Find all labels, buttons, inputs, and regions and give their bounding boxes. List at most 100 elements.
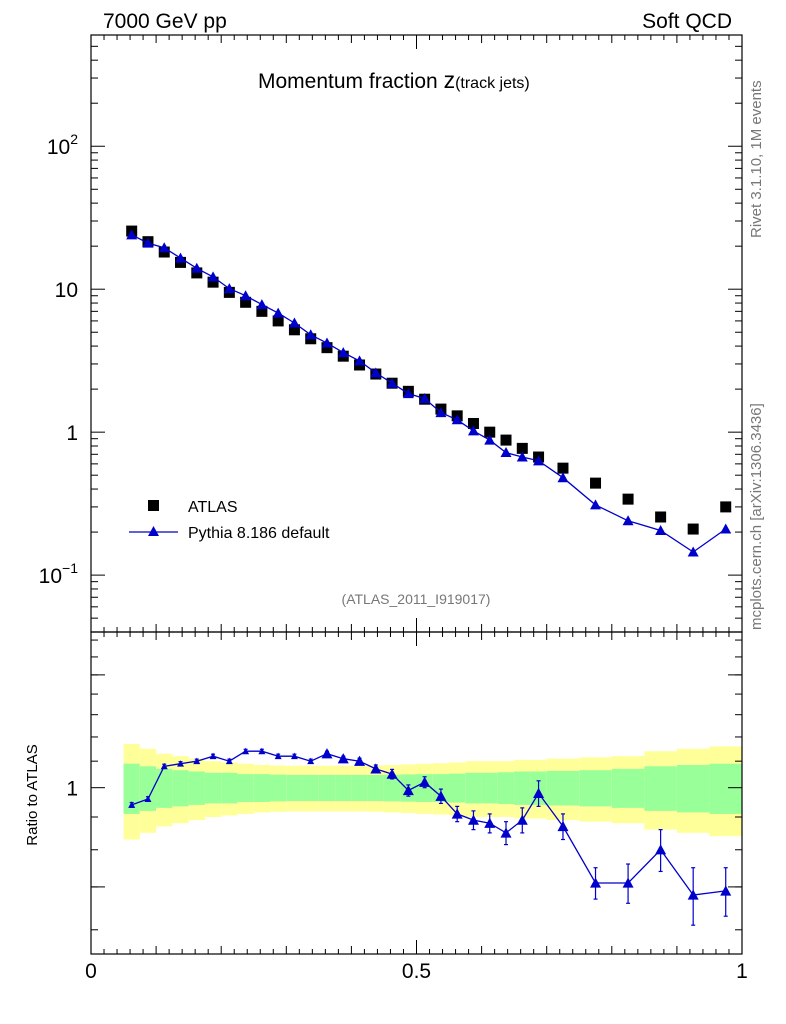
atlas-markers (126, 225, 732, 535)
pythia-point (354, 355, 366, 366)
pythia-point (321, 337, 333, 348)
atlas-point (256, 305, 268, 317)
y-tick-label-base: 10 (39, 565, 62, 588)
pythia-point (305, 329, 317, 340)
pythia-point (484, 434, 496, 445)
pythia-point (500, 447, 512, 458)
ratio-point (354, 755, 366, 766)
x-tick-label: 0 (85, 960, 97, 983)
main-axis-ticks (90, 34, 743, 633)
atlas-point (288, 324, 300, 336)
atlas-point (687, 523, 699, 535)
ratio-point (307, 757, 315, 765)
ratio-point (622, 877, 634, 888)
atlas-point (467, 417, 479, 429)
stat-uncertainty-band (367, 774, 384, 802)
ratio-point (209, 752, 217, 760)
atlas-point (590, 477, 602, 489)
stat-uncertainty-band (221, 772, 238, 804)
main-y-tick-labels: 10−1 1 10 10 2 (39, 131, 79, 588)
pythia-point (370, 367, 382, 378)
ratio-point (484, 817, 496, 828)
pythia-point (191, 262, 203, 273)
stat-uncertainty-band (302, 774, 319, 802)
stat-uncertainty-band (204, 772, 222, 804)
legend: ATLAS Pythia 8.186 default (129, 499, 330, 542)
uncertainty-bands (123, 744, 742, 840)
ratio-point (321, 748, 333, 759)
pythia-point (557, 472, 569, 483)
pythia-point (402, 388, 414, 399)
pythia-point (386, 377, 398, 388)
pythia-markers (126, 229, 732, 557)
pythia-point (288, 317, 300, 328)
stat-uncertainty-band (270, 774, 287, 802)
ratio-point (370, 763, 382, 774)
atlas-point (622, 493, 634, 505)
atlas-point (484, 426, 496, 438)
ratio-point (193, 757, 201, 765)
ratio-point (533, 787, 545, 798)
pythia-point (175, 252, 187, 263)
ratio-point (655, 844, 667, 855)
pythia-point (720, 523, 732, 534)
ratio-point (590, 877, 602, 888)
x-tick-label: 1 (736, 960, 748, 983)
stat-uncertainty-band (709, 763, 742, 814)
atlas-point (557, 462, 569, 474)
pythia-point (419, 392, 431, 403)
stat-uncertainty-band (335, 774, 352, 802)
ratio-markers (128, 747, 732, 926)
main-title: Momentum fraction z(track jets) (258, 67, 530, 93)
main-title-subscript: (track jets) (455, 75, 530, 92)
stat-uncertainty-band (611, 768, 645, 808)
pythia-point (126, 229, 138, 240)
pythia-point (142, 237, 154, 248)
stat-uncertainty-band (465, 772, 482, 804)
stat-uncertainty-band (514, 771, 531, 805)
y-tick-label-exponent: 2 (70, 131, 78, 147)
pythia-point (516, 451, 528, 462)
atlas-point (516, 442, 528, 454)
pythia-point (533, 455, 545, 466)
ratio-point (242, 747, 250, 755)
ratio-point (720, 885, 732, 896)
pythia-point (435, 407, 447, 418)
pythia-point (256, 299, 268, 310)
pythia-point (240, 290, 252, 301)
process-label: Soft QCD (642, 10, 732, 33)
y-tick-label: 1 (66, 422, 78, 445)
stat-uncertainty-band (156, 768, 173, 808)
pythia-point (337, 347, 349, 358)
ratio-line (131, 750, 726, 896)
ratio-point (177, 760, 185, 767)
pythia-point (272, 307, 284, 318)
stat-uncertainty-band (188, 771, 205, 805)
y-tick-label-base: 1 (66, 422, 78, 445)
ratio-y-tick-label: 1 (66, 778, 78, 801)
stat-uncertainty-band (449, 773, 466, 803)
rivet-label: Rivet 3.1.10, 1M events (748, 80, 765, 238)
ratio-point (144, 795, 152, 803)
main-plot-frame (90, 34, 743, 633)
ratio-point (500, 827, 512, 838)
ratio-point (557, 820, 569, 832)
y-tick-label-exponent: −1 (62, 560, 78, 576)
ratio-point (435, 790, 447, 801)
pythia-point (451, 414, 463, 425)
stat-uncertainty-band (383, 774, 401, 802)
mcplots-label: mcplots.cern.ch [arXiv:1306.3436] (748, 403, 765, 630)
y-tick-label: 10 (55, 279, 78, 302)
atlas-point (191, 267, 203, 279)
ratio-plot-frame (90, 631, 743, 955)
stat-uncertainty-band (546, 770, 580, 806)
stat-uncertainty-band (579, 770, 612, 807)
ratio-point (290, 752, 298, 760)
x-tick-label: 0.5 (402, 960, 431, 983)
analysis-watermark: (ATLAS_2011_I919017) (342, 591, 491, 607)
ratio-point (402, 784, 414, 796)
stat-uncertainty-band (351, 774, 368, 802)
stat-uncertainty-band (318, 774, 336, 802)
y-tick-label: 10−1 (39, 560, 79, 588)
